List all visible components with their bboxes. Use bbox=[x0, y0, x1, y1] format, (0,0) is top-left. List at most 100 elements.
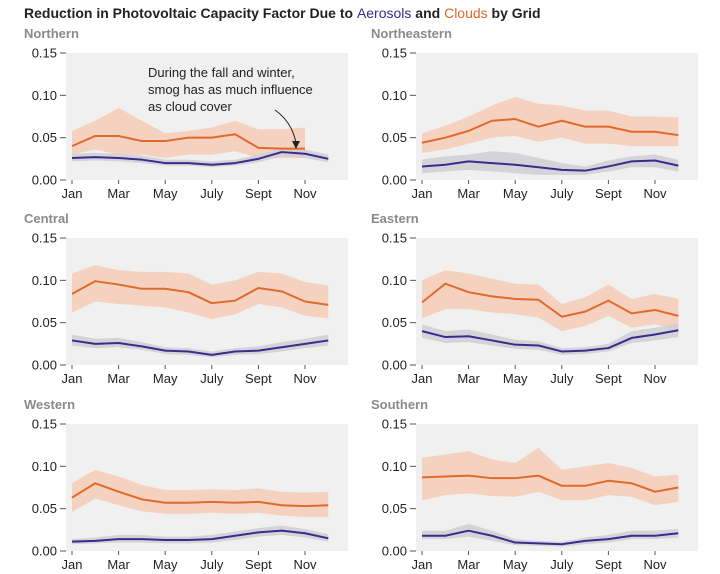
clouds-series-line bbox=[421, 282, 679, 318]
panel-southern: Southern 0.00 0.05 0.10 0.15 Jan Mar May July Sep… bbox=[371, 397, 698, 572]
annotation-line: smog has as much influence bbox=[148, 82, 313, 97]
panel-title-northern: Northern bbox=[24, 26, 79, 41]
y-tick-label: 0.00 bbox=[382, 173, 407, 188]
title-aerosols: Aerosols bbox=[356, 5, 412, 21]
x-tick-label: Jan bbox=[412, 557, 433, 572]
x-tick-label: Jan bbox=[62, 371, 83, 386]
clouds-range-band bbox=[422, 447, 679, 506]
aerosols-range-band bbox=[72, 334, 329, 358]
panel-eastern: Eastern 0.00 0.05 0.10 0.15 Jan Mar May July Sept… bbox=[371, 211, 698, 386]
aerosols-range-band bbox=[72, 147, 329, 168]
aerosols-series-line bbox=[71, 151, 329, 166]
title-and: and bbox=[411, 5, 445, 21]
y-tick-label: 0.15 bbox=[32, 231, 57, 246]
title-prefix: Reduction in Photovoltaic Capacity Facto… bbox=[24, 5, 357, 21]
aerosols-range-band bbox=[422, 523, 679, 547]
clouds-series-line bbox=[421, 118, 679, 144]
aerosols-range-band bbox=[422, 323, 679, 355]
clouds-series-line bbox=[421, 474, 679, 493]
x-tick-label: Sept bbox=[595, 186, 622, 201]
x-tick-label: Sept bbox=[245, 371, 272, 386]
x-tick-label: Jan bbox=[412, 186, 433, 201]
x-tick-label: Nov bbox=[293, 557, 317, 572]
panel-western: Western 0.00 0.05 0.10 0.15 Jan Mar May July Sept… bbox=[24, 397, 348, 572]
x-tick-label: July bbox=[200, 557, 224, 572]
x-tick-label: Sept bbox=[245, 557, 272, 572]
x-tick-label: July bbox=[200, 186, 224, 201]
x-tick-label: July bbox=[550, 557, 574, 572]
x-tick-label: May bbox=[153, 557, 178, 572]
x-tick-label: Nov bbox=[643, 557, 667, 572]
x-tick-label: Mar bbox=[457, 557, 480, 572]
x-tick-label: May bbox=[153, 371, 178, 386]
x-tick-label: Jan bbox=[62, 557, 83, 572]
x-tick-label: May bbox=[503, 186, 528, 201]
y-tick-label: 0.15 bbox=[32, 46, 57, 61]
y-tick-label: 0.10 bbox=[32, 88, 57, 103]
clouds-range-band bbox=[72, 265, 329, 320]
x-tick-label: Sept bbox=[595, 371, 622, 386]
chart-title: Reduction in Photovoltaic Capacity Facto… bbox=[24, 5, 541, 21]
aerosols-range-band bbox=[422, 151, 679, 175]
clouds-series-line bbox=[71, 280, 329, 306]
x-tick-label: Sept bbox=[595, 557, 622, 572]
panel-title-central: Central bbox=[24, 211, 69, 226]
y-tick-label: 0.05 bbox=[382, 130, 407, 145]
y-tick-label: 0.10 bbox=[382, 273, 407, 288]
panel-central: Central 0.00 0.05 0.10 0.15 Jan Mar May July Sept… bbox=[24, 211, 348, 386]
y-tick-label: 0.00 bbox=[32, 173, 57, 188]
x-tick-label: Mar bbox=[457, 371, 480, 386]
x-tick-label: May bbox=[153, 186, 178, 201]
y-tick-label: 0.15 bbox=[32, 417, 57, 432]
y-tick-label: 0.15 bbox=[382, 46, 407, 61]
aerosols-series-line bbox=[421, 329, 679, 353]
x-tick-label: Nov bbox=[293, 371, 317, 386]
y-tick-label: 0.05 bbox=[382, 501, 407, 516]
x-tick-label: Mar bbox=[457, 186, 480, 201]
annotation-line: as cloud cover bbox=[148, 99, 232, 114]
x-tick-label: Jan bbox=[62, 186, 83, 201]
clouds-range-band bbox=[422, 270, 679, 332]
clouds-series-line bbox=[71, 133, 305, 150]
y-tick-label: 0.00 bbox=[32, 544, 57, 559]
panel-title-northeastern: Northeastern bbox=[371, 26, 452, 41]
y-tick-label: 0.10 bbox=[382, 459, 407, 474]
x-tick-label: Nov bbox=[643, 371, 667, 386]
x-tick-label: Mar bbox=[107, 557, 130, 572]
y-tick-label: 0.00 bbox=[32, 358, 57, 373]
clouds-series-line bbox=[71, 482, 329, 508]
clouds-range-band bbox=[72, 469, 329, 518]
aerosols-series-line bbox=[71, 529, 329, 543]
title-clouds: Clouds bbox=[444, 5, 488, 21]
y-tick-label: 0.00 bbox=[382, 544, 407, 559]
panel-northern: Northern 0.00 0.05 0.10 0.15 Jan Mar May July Sep… bbox=[24, 26, 348, 201]
x-tick-label: Mar bbox=[107, 371, 130, 386]
clouds-range-band bbox=[72, 108, 305, 158]
x-tick-label: Jan bbox=[412, 371, 433, 386]
panel-title-eastern: Eastern bbox=[371, 211, 419, 226]
x-tick-label: Nov bbox=[643, 186, 667, 201]
x-tick-label: May bbox=[503, 371, 528, 386]
panel-title-southern: Southern bbox=[371, 397, 428, 412]
y-tick-label: 0.05 bbox=[32, 130, 57, 145]
x-tick-label: Mar bbox=[107, 186, 130, 201]
annotation-arrowhead bbox=[292, 141, 300, 149]
aerosols-series-line bbox=[71, 339, 329, 356]
x-tick-label: Nov bbox=[293, 186, 317, 201]
clouds-range-band bbox=[422, 97, 679, 153]
title-suffix: by Grid bbox=[487, 5, 541, 21]
annotation-line: During the fall and winter, bbox=[148, 65, 295, 80]
y-tick-label: 0.05 bbox=[32, 501, 57, 516]
y-tick-label: 0.10 bbox=[32, 459, 57, 474]
aerosols-series-line bbox=[421, 159, 679, 172]
x-tick-label: July bbox=[550, 186, 574, 201]
annotation: During the fall and winter, smog has as m… bbox=[148, 65, 313, 149]
aerosols-series-line bbox=[422, 529, 679, 546]
x-tick-label: Sept bbox=[245, 186, 272, 201]
y-tick-label: 0.05 bbox=[382, 315, 407, 330]
y-tick-label: 0.15 bbox=[382, 231, 407, 246]
y-tick-label: 0.10 bbox=[382, 88, 407, 103]
panel-northeastern: Northeastern 0.00 0.05 0.10 0.15 Jan Mar May Jul… bbox=[371, 26, 698, 201]
y-tick-label: 0.05 bbox=[32, 315, 57, 330]
